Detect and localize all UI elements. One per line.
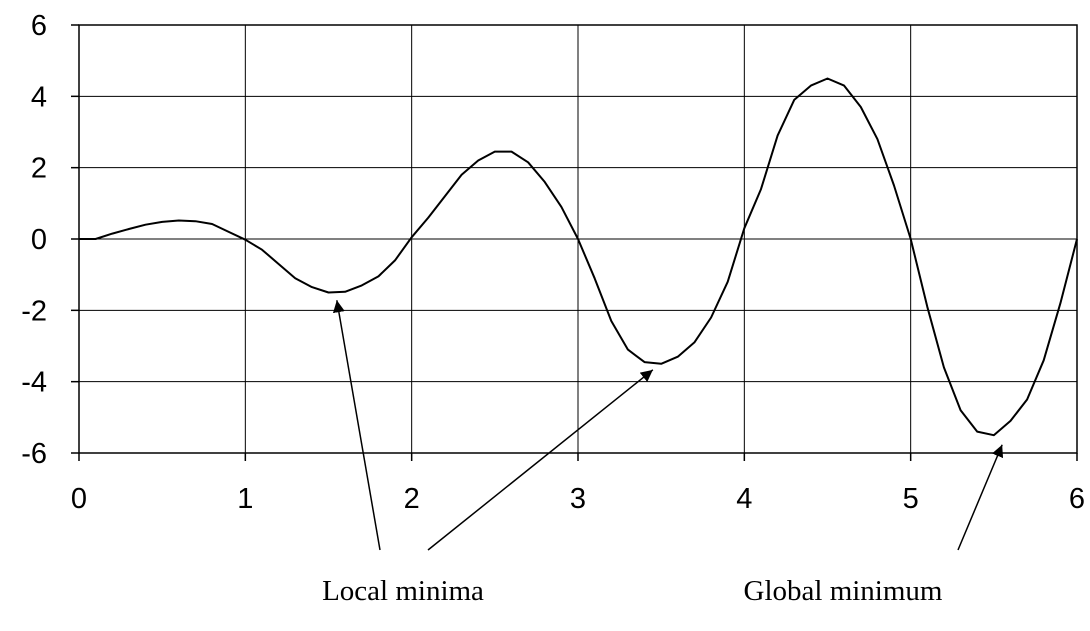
x-tick-label-0: 0 xyxy=(71,483,87,515)
series-layer xyxy=(79,77,1078,437)
x-tick-label-4: 4 xyxy=(736,483,752,515)
y-tick-label-2: 2 xyxy=(31,153,47,185)
y-tick-label-4: -2 xyxy=(21,295,47,327)
x-axis-ticks: 0 1 2 3 4 5 6 xyxy=(71,453,1085,515)
annotation-arrow-1-0 xyxy=(957,444,1004,551)
y-axis-ticks: 6 4 2 0 -2 -4 -6 xyxy=(21,10,79,470)
x-tick-label-5: 5 xyxy=(903,483,919,515)
annotation-arrow-0-1 xyxy=(427,369,654,551)
annotation-arrow-0-0 xyxy=(332,300,381,551)
annotation-label-0: Local minima xyxy=(322,575,484,607)
y-tick-label-0: 6 xyxy=(31,10,47,42)
y-tick-label-6: -6 xyxy=(21,438,47,470)
x-tick-label-6: 6 xyxy=(1069,483,1085,515)
annotations: Local minima Global minimum xyxy=(322,300,1004,607)
y-tick-label-5: -4 xyxy=(21,367,47,399)
y-tick-label-1: 4 xyxy=(31,81,47,113)
x-tick-label-1: 1 xyxy=(237,483,253,515)
series-line-0 xyxy=(79,77,1078,437)
x-tick-label-3: 3 xyxy=(570,483,586,515)
x-tick-label-2: 2 xyxy=(404,483,420,515)
annotation-label-1: Global minimum xyxy=(744,575,943,607)
y-tick-label-3: 0 xyxy=(31,224,47,256)
